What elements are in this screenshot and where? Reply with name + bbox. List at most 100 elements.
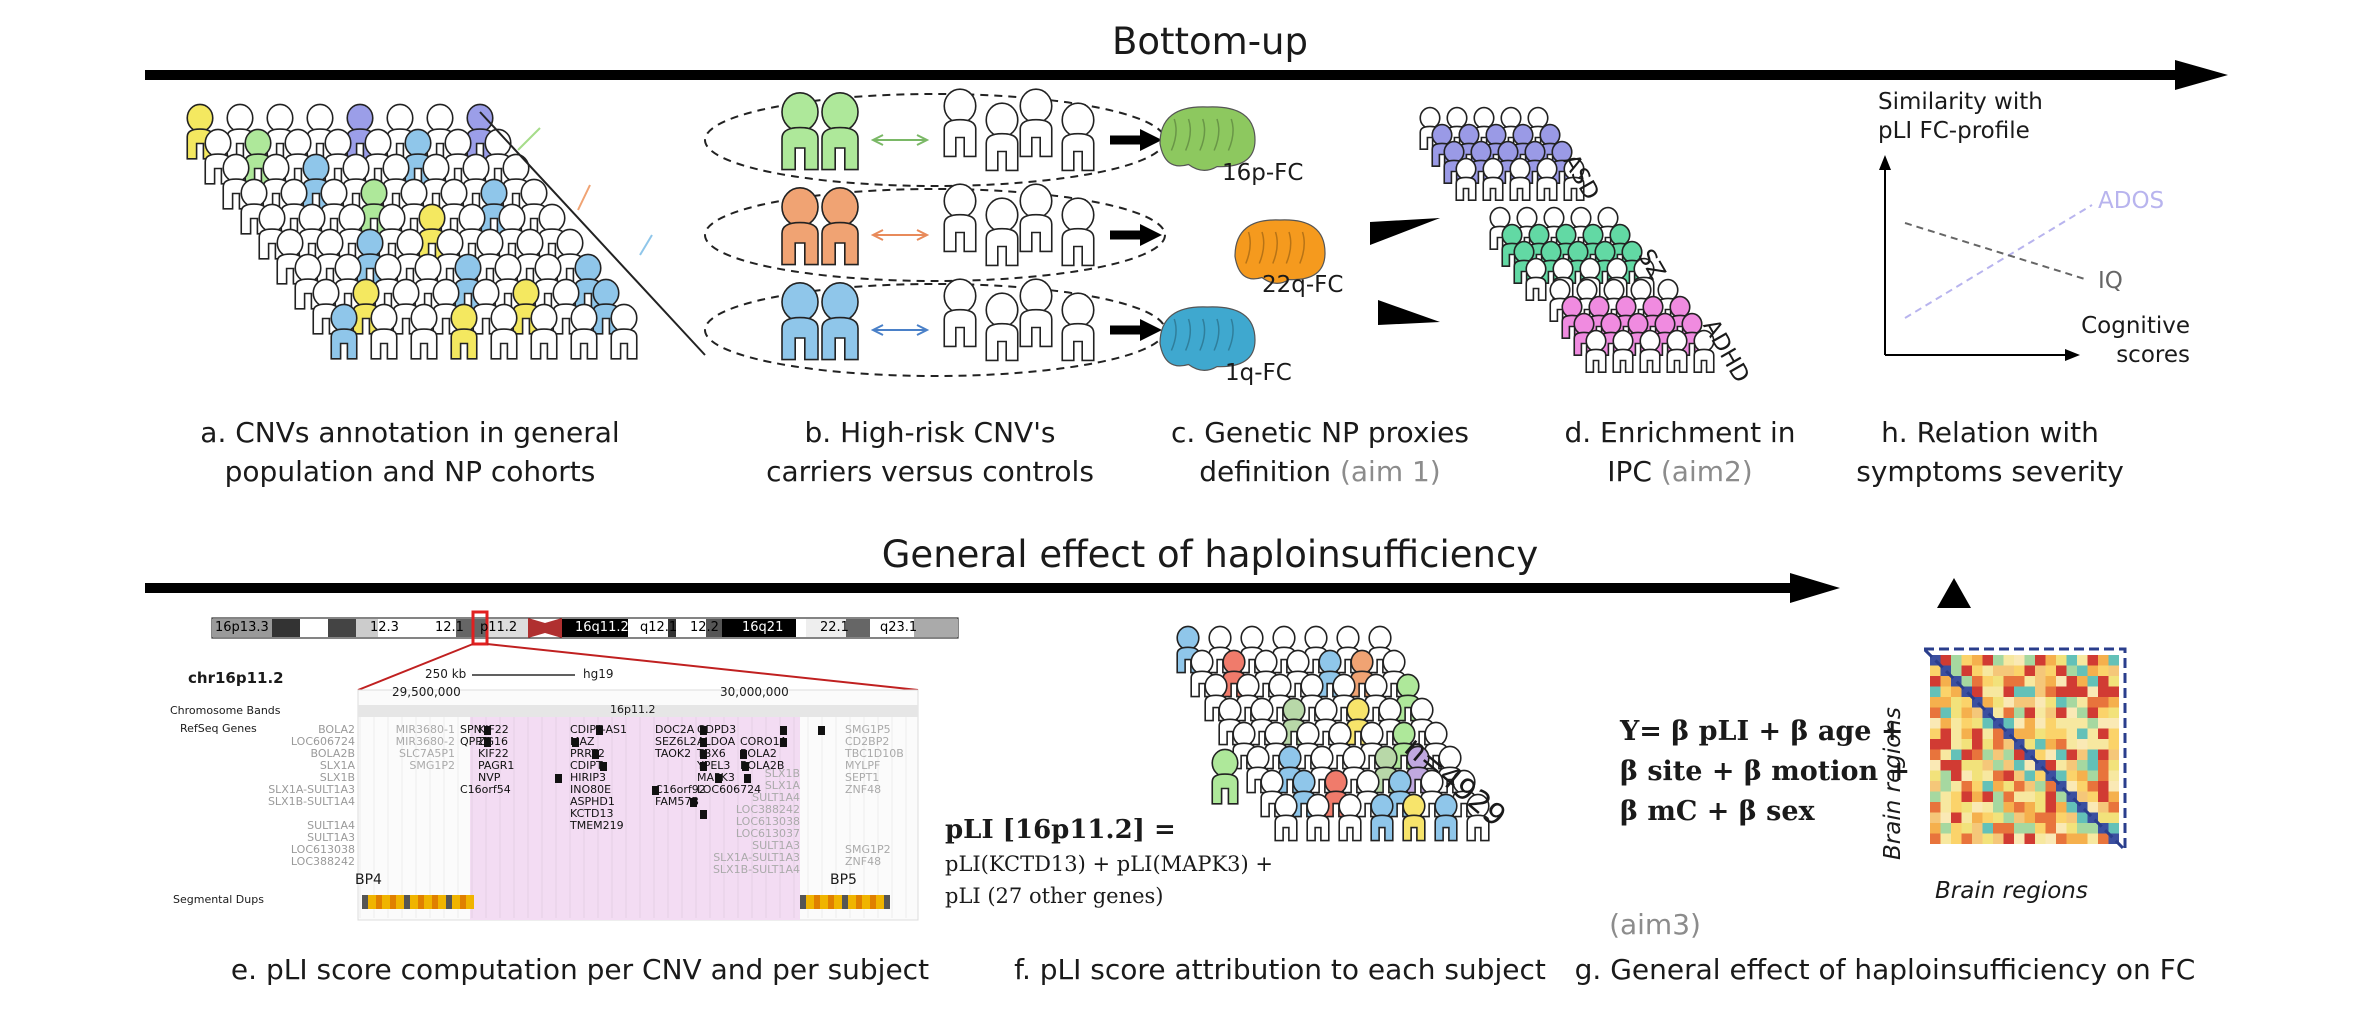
gene-label: BOLA2B xyxy=(310,747,355,760)
ucsc-genome-browser xyxy=(211,610,959,921)
gene-exon-mark xyxy=(652,786,659,795)
np-proxy-brains xyxy=(1159,106,1440,371)
ipc-person xyxy=(1693,329,1715,373)
subject-person xyxy=(1392,721,1416,770)
crowd-person xyxy=(570,303,598,360)
up-arrow-to-h xyxy=(1937,578,1971,608)
gene-label: LOC388242 xyxy=(290,855,355,868)
group-ellipse xyxy=(704,283,1166,377)
cnv-tick-green xyxy=(517,127,541,151)
ideogram-band-label: 16p13.3 xyxy=(215,620,269,635)
carrier-person xyxy=(781,187,819,266)
gene-label: SLX1A xyxy=(764,779,800,792)
gene-label: SULT1A3 xyxy=(752,839,800,852)
gene-label: SLC7A5P1 xyxy=(399,747,455,760)
control-person xyxy=(1061,102,1095,172)
gene-label: SPN xyxy=(460,723,482,736)
crowd-person xyxy=(610,303,638,360)
ideogram-band xyxy=(272,619,300,637)
haploinsufficiency-arrow xyxy=(145,573,1840,603)
gene-exon-mark xyxy=(572,738,579,747)
gene-label: SULT1A4 xyxy=(307,819,355,832)
control-person xyxy=(943,88,977,158)
caption-a: a. CNVs annotation in general population … xyxy=(200,416,620,488)
fc-matrix-cells xyxy=(1930,655,2119,844)
gene-label: SMG1P2 xyxy=(845,843,891,856)
crowd-person xyxy=(530,303,558,360)
brain-1q-icon xyxy=(1159,306,1256,371)
ideogram-band-label: p11.2 xyxy=(480,620,518,635)
deletion-highlight xyxy=(470,712,800,920)
highlighted-subject xyxy=(1211,748,1239,805)
gene-label: ZNF48 xyxy=(845,855,882,868)
ipc-person xyxy=(1489,206,1511,250)
gene-exon-mark xyxy=(484,738,491,747)
ideogram-band xyxy=(846,619,870,637)
caption-g: g. General effect of haploinsufficiency … xyxy=(1574,953,2196,986)
gene-label: BOLA2 xyxy=(740,747,777,760)
ideogram-band-label: 22.1 xyxy=(820,620,849,635)
control-person xyxy=(1019,278,1053,348)
gene-label: SMG1P5 xyxy=(845,723,891,736)
segdup-block xyxy=(362,895,474,909)
gene-label: SLX1A-SULT1A3 xyxy=(713,851,800,864)
control-person xyxy=(985,197,1019,267)
ideogram-band-label: q23.1 xyxy=(880,620,918,635)
gene-exon-mark xyxy=(592,750,599,759)
gene-label: LOC613038 xyxy=(735,815,800,828)
zoom-line-left xyxy=(357,643,474,691)
group-ellipse xyxy=(704,188,1166,282)
track-refseq: RefSeq Genes xyxy=(180,722,257,735)
gene-exon-mark xyxy=(744,774,751,783)
gene-label: PRRT2 xyxy=(570,747,605,760)
segdup-block xyxy=(800,895,890,909)
gene-label: TAOK2 xyxy=(655,747,692,760)
crowd-person xyxy=(370,303,398,360)
control-person xyxy=(1019,88,1053,158)
gene-label: MYLPF xyxy=(845,759,881,772)
ideogram-band xyxy=(212,619,272,637)
ideogram-band-label: 16q11.2 xyxy=(575,620,629,635)
build-label: hg19 xyxy=(583,667,614,681)
ideogram-band xyxy=(416,619,456,637)
ideogram-band-label: 12.3 xyxy=(370,620,399,635)
chrom-band-track xyxy=(358,705,918,717)
gene-label: SULT1A4 xyxy=(752,791,800,804)
ipc-person xyxy=(1612,329,1634,373)
haplo-title: General effect of haploinsufficiency xyxy=(881,533,1539,576)
region-highlight-box xyxy=(471,610,489,646)
ipc-person xyxy=(1585,329,1607,373)
ideogram-band xyxy=(378,619,416,637)
subject-person xyxy=(1406,745,1430,794)
gene-label: C16orf92 xyxy=(655,783,706,796)
gene-exon-mark xyxy=(818,726,825,735)
crowd-person xyxy=(204,128,232,185)
subject-person xyxy=(1338,793,1362,842)
ideogram-band-label: 16q21 xyxy=(742,620,784,635)
carrier-person xyxy=(821,281,859,361)
ideogram-band xyxy=(870,619,914,637)
bottom-up-title: Bottom-up xyxy=(1111,20,1308,63)
control-person xyxy=(985,292,1019,362)
regression-equation: Y= β pLI + β age + β site + β motion + β… xyxy=(1620,716,1911,827)
matrix-triangle-outline xyxy=(1920,647,2127,854)
ipc-person xyxy=(1561,295,1583,339)
ipc-person xyxy=(1666,329,1688,373)
gene-label: SLX1B xyxy=(764,767,800,780)
crowd-person xyxy=(334,253,362,310)
gene-label: SEZ6L2 xyxy=(655,735,697,748)
gene-exon-mark xyxy=(740,750,747,759)
gene-exon-mark xyxy=(700,810,707,819)
gene-label: SLX1B xyxy=(319,771,355,784)
subject-person xyxy=(1434,793,1458,842)
ideogram-band xyxy=(300,619,328,637)
gene-label: LOC613037 xyxy=(735,827,800,840)
gene-label: GDPD3 xyxy=(697,723,737,736)
centromere-right xyxy=(528,618,562,638)
cnv-tick-orange xyxy=(577,184,591,211)
gene-label: SEPT1 xyxy=(845,771,880,784)
ideogram-band xyxy=(706,619,722,637)
chr-label: chr16p11.2 xyxy=(188,669,284,687)
subject-person xyxy=(1402,793,1426,842)
crowd-person xyxy=(186,103,214,160)
